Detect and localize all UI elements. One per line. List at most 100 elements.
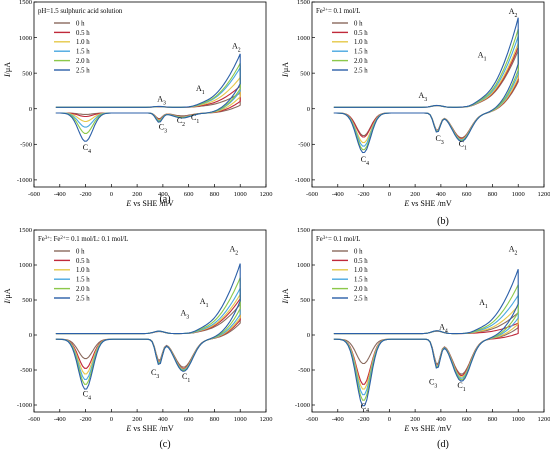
legend-label: 1.5 h: [76, 49, 90, 56]
y-tick-label: -1000: [17, 402, 32, 409]
x-tick-label: -600: [306, 191, 318, 198]
x-tick-label: 200: [410, 416, 420, 423]
legend-label: 2.0 h: [76, 286, 90, 293]
x-tick-label: -600: [306, 416, 318, 423]
x-axis-title: E vs SHE /mV: [125, 199, 174, 208]
x-axis-title: E vs SHE /mV: [403, 199, 452, 208]
panel-caption: (a): [159, 194, 170, 205]
x-tick-label: 1000: [234, 191, 247, 198]
x-tick-label: 400: [436, 416, 446, 423]
plot-frame: [33, 229, 267, 413]
y-tick-label: 0: [307, 332, 310, 339]
legend: Fe3+= 0.1 mol/L 0 h 0.5 h 1.0 h 1.5 h 2.0 h 2.…: [316, 236, 368, 303]
legend-label: 1.5 h: [76, 277, 90, 284]
legend-title: Fe3+= 0.1 mol/L: [316, 236, 360, 244]
x-tick-label: 1000: [512, 191, 525, 198]
peak-label-A4: A4: [439, 322, 448, 334]
plot-frame: [311, 229, 545, 413]
legend-title: Fe2+= 0.1 mol/L: [316, 8, 360, 16]
legend-label: 1.5 h: [354, 277, 368, 284]
peak-label-A3: A3: [157, 95, 166, 107]
x-tick-label: 0: [388, 191, 391, 198]
legend-label: 0.5 h: [354, 258, 368, 265]
x-tick-label: 1000: [512, 416, 525, 423]
x-tick-label: 0: [388, 416, 391, 423]
legend-label: 2.0 h: [76, 58, 90, 65]
legend: Fe3+: Fe2+= 0.1 mol/L: 0.1 mol/L 0 h 0.5 h…: [38, 236, 128, 303]
y-tick-label: 1500: [19, 227, 32, 234]
y-tick-label: 500: [300, 70, 310, 77]
cv-curve-15h: [333, 293, 519, 396]
y-tick-label: 500: [300, 297, 310, 304]
peak-label-A2: A2: [509, 7, 518, 19]
peak-label-C1: C1: [182, 372, 190, 384]
peak-label-C3: C3: [435, 134, 443, 146]
legend-label: 0.5 h: [76, 258, 90, 265]
panel-caption: (d): [437, 439, 449, 450]
x-tick-label: -400: [54, 191, 66, 198]
y-tick-label: -1000: [17, 177, 32, 184]
legend-label: 2.5 h: [76, 67, 90, 74]
x-tick-label: -200: [80, 416, 92, 423]
legend-label: 1.0 h: [354, 39, 368, 46]
peak-label-A3: A3: [419, 91, 428, 103]
y-tick-label: -500: [20, 142, 32, 149]
legend-label: 2.5 h: [354, 295, 368, 302]
x-tick-label: 400: [158, 416, 168, 423]
x-tick-label: 600: [462, 416, 472, 423]
cv-curve-25h: [333, 17, 519, 154]
y-tick-label: 0: [29, 106, 32, 113]
y-tick-label: 1000: [297, 35, 310, 42]
panel-a: -600 -400 -200 0 200 400 600 800 1000 1200 -1000 -5…: [3, 0, 273, 208]
x-tick-label: 200: [132, 416, 142, 423]
cv-curve-20h: [55, 277, 241, 385]
y-axis-title: I/μA: [281, 62, 290, 78]
plot-frame: [311, 1, 545, 188]
y-tick-label: 1000: [19, 35, 32, 42]
x-tick-label: 1000: [234, 416, 247, 423]
x-tick-label: 200: [132, 191, 142, 198]
x-tick-label: 1200: [538, 416, 550, 423]
panel-c: -600 -400 -200 0 200 400 600 800 1000 1200 -1000 -5…: [3, 227, 273, 450]
y-tick-label: 1500: [297, 227, 310, 234]
legend-label: 1.0 h: [354, 267, 368, 274]
peak-label-C3: C3: [159, 122, 167, 134]
peak-label-C4: C4: [361, 402, 369, 414]
peak-label-C2: C2: [177, 116, 185, 128]
y-tick-label: -1000: [295, 402, 310, 409]
x-tick-label: -400: [332, 416, 344, 423]
y-tick-label: 1500: [297, 0, 310, 6]
y-tick-label: 1000: [297, 262, 310, 269]
x-tick-label: 400: [436, 191, 446, 198]
y-tick-label: 0: [307, 106, 310, 113]
y-tick-label: -500: [298, 142, 310, 149]
x-axis-title: E vs SHE /mV: [403, 424, 452, 433]
x-tick-label: 600: [462, 191, 472, 198]
panel-d: -600 -400 -200 0 200 400 600 800 1000 1200 -1000 -5…: [281, 227, 550, 450]
panel-caption: (c): [159, 439, 170, 450]
peak-label-C1: C1: [459, 139, 467, 151]
x-tick-label: 1200: [260, 191, 273, 198]
peak-label-A1: A1: [196, 84, 205, 96]
x-axis-title: E vs SHE /mV: [125, 424, 174, 433]
peak-label-C3: C3: [429, 378, 437, 390]
plot-frame: [33, 1, 267, 188]
legend-label: 1.0 h: [76, 39, 90, 46]
legend-title: Fe3+: Fe2+= 0.1 mol/L: 0.1 mol/L: [38, 236, 128, 244]
y-tick-label: -1000: [295, 177, 310, 184]
x-tick-label: 400: [158, 191, 168, 198]
cv-curve-10h: [333, 304, 519, 390]
legend-label: 0.5 h: [354, 30, 368, 37]
x-tick-label: 800: [488, 416, 498, 423]
peak-label-C4: C4: [361, 155, 369, 167]
y-axis-title: I/μA: [3, 62, 12, 78]
legend-label: 0 h: [354, 248, 363, 255]
peak-label-A1: A1: [479, 298, 488, 310]
x-tick-label: -200: [358, 191, 370, 198]
legend-label: 0 h: [354, 20, 363, 27]
x-tick-label: 800: [210, 416, 220, 423]
y-tick-label: 1500: [19, 0, 32, 6]
cv-curve-25h: [55, 53, 241, 142]
x-tick-label: 0: [110, 191, 113, 198]
